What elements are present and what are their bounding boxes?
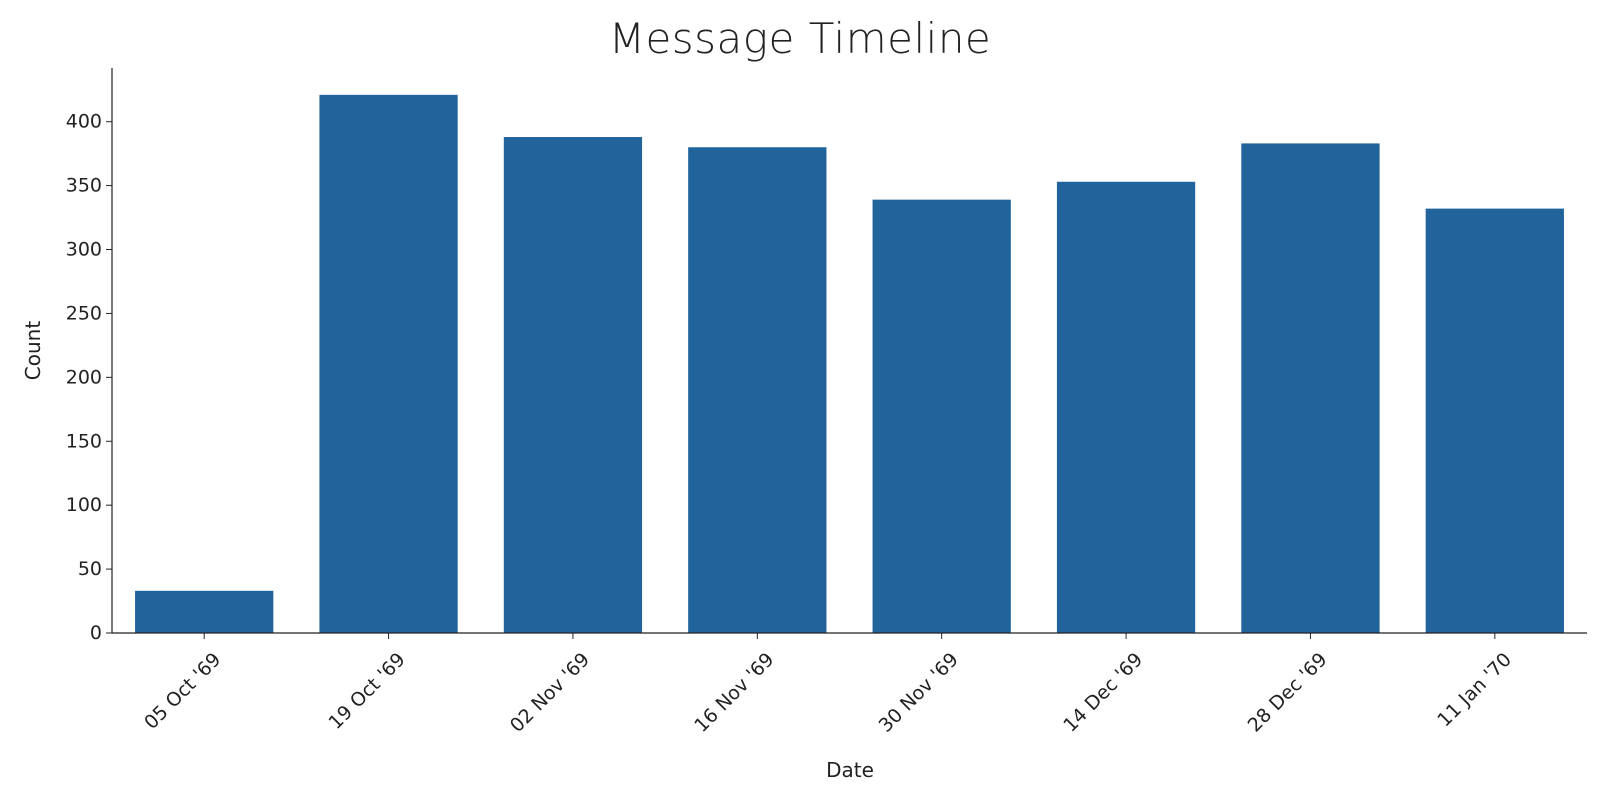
x-tick-label: 16 Nov '69 [690, 649, 778, 737]
bar [503, 137, 643, 633]
y-tick-label: 150 [66, 430, 102, 452]
y-tick-label: 400 [66, 111, 102, 133]
y-tick-label: 350 [66, 175, 102, 197]
y-tick-label: 50 [78, 558, 102, 580]
bar [319, 94, 458, 634]
y-tick-label: 0 [90, 622, 102, 644]
x-tick-label: 02 Nov '69 [506, 649, 594, 737]
bar [872, 199, 1011, 633]
x-axis-label: Date [826, 758, 874, 782]
bar [1056, 181, 1196, 633]
bar [1425, 208, 1564, 634]
x-tick-label: 11 Jan '70 [1433, 649, 1516, 732]
y-tick-label: 200 [66, 366, 102, 388]
x-tick-label: 28 Dec '69 [1244, 649, 1332, 737]
bar [1241, 143, 1380, 634]
x-tick-label: 14 Dec '69 [1059, 649, 1147, 737]
y-axis-label: Count [21, 321, 45, 381]
bar [135, 590, 274, 633]
y-tick-label: 100 [66, 494, 102, 516]
y-tick-label: 300 [66, 239, 102, 261]
x-tick-label: 19 Oct '69 [324, 649, 409, 734]
chart-title: Message Timeline [608, 14, 992, 63]
x-tick-label: 30 Nov '69 [875, 649, 963, 737]
y-tick-label: 250 [66, 302, 102, 324]
bar [688, 147, 827, 633]
x-tick-label: 05 Oct '69 [140, 649, 225, 734]
